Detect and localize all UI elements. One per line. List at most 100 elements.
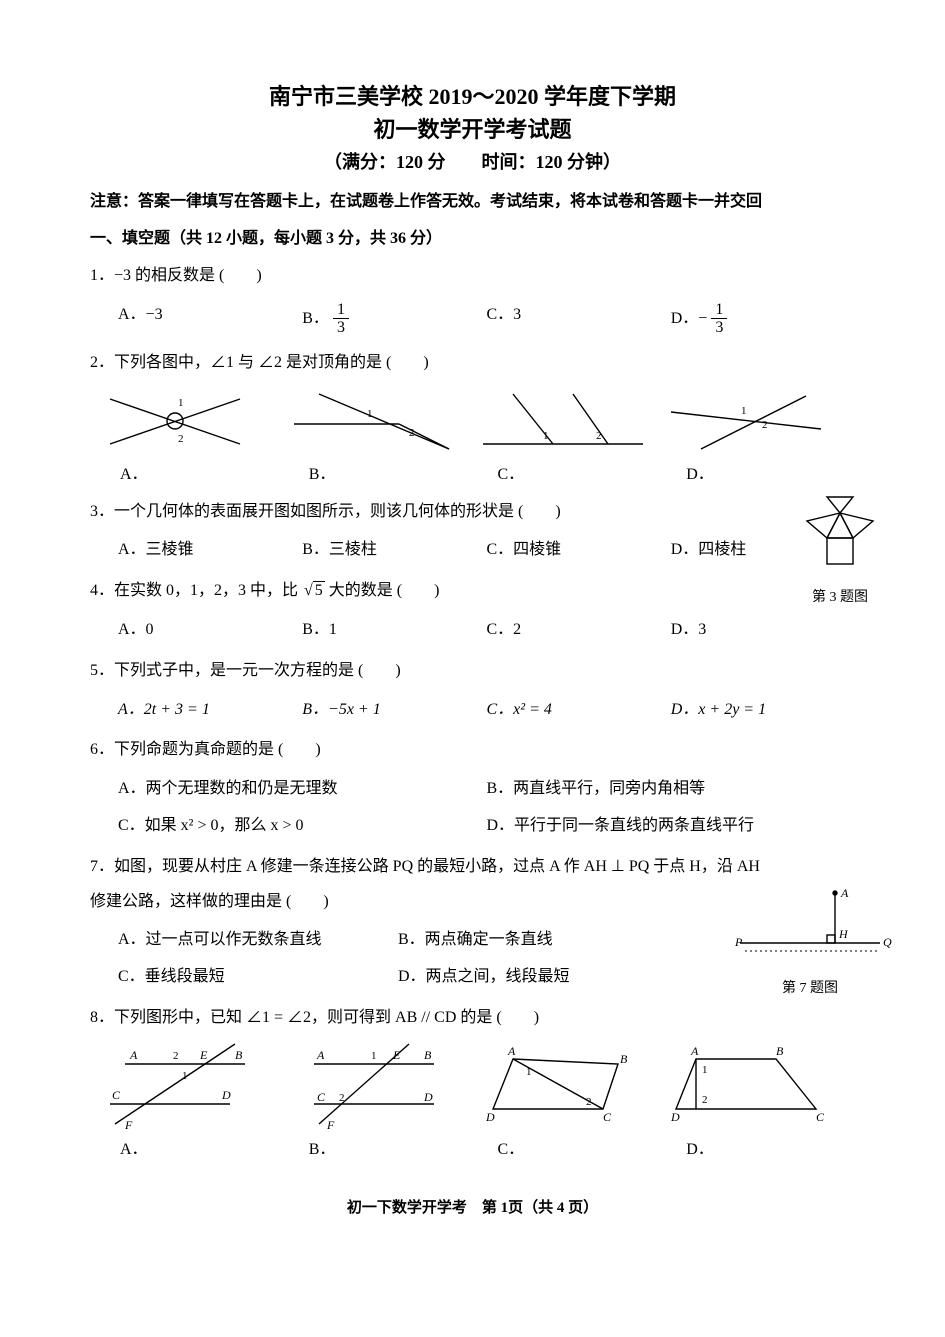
svg-text:A: A — [840, 886, 849, 900]
svg-text:2: 2 — [762, 419, 768, 431]
q7-figure: A H P Q 第 7 题图 — [735, 888, 885, 1001]
svg-text:D: D — [485, 1110, 495, 1124]
q4-opt-c: C．2 — [487, 616, 671, 645]
q1-opt-b: B． 1 3 — [302, 301, 486, 337]
svg-text:1: 1 — [367, 408, 373, 420]
svg-text:2: 2 — [596, 430, 602, 442]
svg-text:2: 2 — [409, 427, 415, 439]
q1-opt-a: A．−3 — [118, 301, 302, 337]
angle-diagram-c: 1 2 — [478, 384, 648, 459]
parallel-diagram-b: A B C D E F 1 2 — [289, 1039, 449, 1134]
q6-stem: 6．下列命题为真命题的是 ( ) — [90, 736, 855, 765]
svg-text:E: E — [392, 1048, 401, 1062]
question-3: 第 3 题图 3．一个几何体的表面展开图如图所示，则该几何体的形状是 ( ) A… — [90, 498, 855, 570]
q4-opt-d: D．3 — [671, 616, 855, 645]
svg-text:A: A — [690, 1044, 699, 1058]
q7-stem-l1: 7．如图，现要从村庄 A 修建一条连接公路 PQ 的最短小路，过点 A 作 AH… — [90, 853, 855, 882]
parallel-diagram-a: A B C D E F 2 1 — [100, 1039, 260, 1134]
question-6: 6．下列命题为真命题的是 ( ) A．两个无理数的和仍是无理数 B．两直线平行，… — [90, 736, 855, 844]
svg-text:F: F — [326, 1118, 335, 1132]
q6-opt-b: B．两直线平行，同旁内角相等 — [487, 775, 856, 804]
svg-text:1: 1 — [741, 405, 747, 417]
q8-opt-b: A B C D E F 1 2 B． — [289, 1039, 478, 1165]
svg-text:B: B — [235, 1048, 243, 1062]
q8-opt-c: A B C D 1 2 C． — [478, 1039, 667, 1165]
svg-text:Q: Q — [883, 935, 892, 949]
svg-text:C: C — [112, 1088, 121, 1102]
q2-opt-c: 1 2 C． — [478, 384, 667, 490]
q8-stem: 8．下列图形中，已知 ∠1 = ∠2，则可得到 AB // CD 的是 ( ) — [90, 1004, 855, 1033]
q4-opt-b: B．1 — [302, 616, 486, 645]
q7-caption: 第 7 题图 — [735, 976, 885, 1001]
q3-opt-a: A．三棱锥 — [118, 536, 302, 565]
svg-text:1: 1 — [702, 1064, 708, 1076]
q3-options: A．三棱锥 B．三棱柱 C．四棱锥 D．四棱柱 — [118, 532, 855, 569]
fraction-icon: 1 3 — [333, 301, 349, 337]
q5-opt-c: C．x² = 4 — [487, 696, 671, 725]
fraction-icon: 1 3 — [711, 301, 727, 337]
svg-text:A: A — [316, 1048, 325, 1062]
notice: 注意：答案一律填写在答题卡上，在试题卷上作答无效。考试结束，将本试卷和答题卡一并… — [90, 188, 855, 217]
q4-stem: 4．在实数 0，1，2，3 中，比 5 大的数是 ( ) — [90, 577, 855, 606]
question-1: 1．−3 的相反数是 ( ) A．−3 B． 1 3 C．3 D．− 1 3 — [90, 262, 855, 341]
q8-a-label: A． — [100, 1136, 148, 1165]
q3-opt-c: C．四棱锥 — [487, 536, 671, 565]
question-5: 5．下列式子中，是一元一次方程的是 ( ) A．2t + 3 = 1 B．−5x… — [90, 657, 855, 729]
q6-opt-a: A．两个无理数的和仍是无理数 — [118, 775, 487, 804]
svg-text:A: A — [507, 1044, 516, 1058]
svg-text:B: B — [776, 1044, 784, 1058]
angle-diagram-d: 1 2 — [666, 384, 826, 459]
svg-text:2: 2 — [178, 433, 184, 445]
score-time: （满分：120 分 时间：120 分钟） — [90, 146, 855, 178]
svg-text:B: B — [620, 1052, 628, 1066]
q1-b-prefix: B． — [302, 310, 329, 327]
sqrt-icon: 5 — [302, 577, 325, 606]
q5-opt-a: A．2t + 3 = 1 — [118, 696, 302, 725]
svg-text:D: D — [423, 1090, 433, 1104]
svg-text:2: 2 — [173, 1050, 179, 1062]
net-diagram-icon — [795, 493, 885, 573]
svg-text:A: A — [129, 1048, 138, 1062]
q2-b-label: B． — [289, 461, 336, 490]
q7-opt-d: D．两点之间，线段最短 — [398, 963, 678, 992]
q4-stem-pre: 4．在实数 0，1，2，3 中，比 — [90, 582, 298, 599]
svg-text:2: 2 — [586, 1096, 592, 1108]
q8-opt-d: A B C D 1 2 D． — [666, 1039, 855, 1165]
svg-text:1: 1 — [178, 397, 184, 409]
question-8: 8．下列图形中，已知 ∠1 = ∠2，则可得到 AB // CD 的是 ( ) … — [90, 1004, 855, 1165]
perpendicular-diagram-icon: A H P Q — [735, 888, 885, 963]
q1-opt-d: D．− 1 3 — [671, 301, 855, 337]
q6-opt-c: C．如果 x² > 0，那么 x > 0 — [118, 812, 487, 841]
svg-text:1: 1 — [526, 1066, 532, 1078]
q7-opt-b: B．两点确定一条直线 — [398, 926, 678, 955]
q2-opt-d: 1 2 D． — [666, 384, 855, 490]
svg-text:E: E — [199, 1048, 208, 1062]
q5-stem: 5．下列式子中，是一元一次方程的是 ( ) — [90, 657, 855, 686]
question-4: 4．在实数 0，1，2，3 中，比 5 大的数是 ( ) A．0 B．1 C．2… — [90, 577, 855, 649]
q1-opt-c: C．3 — [487, 301, 671, 337]
question-7: A H P Q 第 7 题图 7．如图，现要从村庄 A 修建一条连接公路 PQ … — [90, 853, 855, 996]
q3-opt-b: B．三棱柱 — [302, 536, 486, 565]
svg-text:C: C — [317, 1090, 326, 1104]
q1-options: A．−3 B． 1 3 C．3 D．− 1 3 — [118, 297, 855, 341]
q4-opt-a: A．0 — [118, 616, 302, 645]
q2-options: 1 2 A． 1 2 B． — [100, 384, 855, 490]
q7-opt-a: A．过一点可以作无数条直线 — [118, 926, 398, 955]
svg-text:C: C — [603, 1110, 612, 1124]
q7-options: A．过一点可以作无数条直线 B．两点确定一条直线 C．垂线段最短 D．两点之间，… — [118, 922, 678, 996]
svg-text:1: 1 — [371, 1050, 377, 1062]
q2-d-label: D． — [666, 461, 714, 490]
svg-text:2: 2 — [702, 1094, 708, 1106]
q2-opt-b: 1 2 B． — [289, 384, 478, 490]
q2-a-label: A． — [100, 461, 148, 490]
q8-opt-a: A B C D E F 2 1 A． — [100, 1039, 289, 1165]
question-2: 2．下列各图中，∠1 与 ∠2 是对顶角的是 ( ) 1 2 A． — [90, 349, 855, 490]
svg-text:F: F — [124, 1118, 133, 1132]
q7-opt-c: C．垂线段最短 — [118, 963, 398, 992]
svg-text:C: C — [816, 1110, 825, 1124]
svg-text:P: P — [734, 935, 743, 949]
header-block: 南宁市三美学校 2019～2020 学年度下学期 初一数学开学考试题 （满分：1… — [90, 80, 855, 178]
parallel-diagram-d: A B C D 1 2 — [666, 1039, 826, 1134]
svg-text:2: 2 — [339, 1092, 345, 1104]
q2-c-label: C． — [478, 461, 525, 490]
